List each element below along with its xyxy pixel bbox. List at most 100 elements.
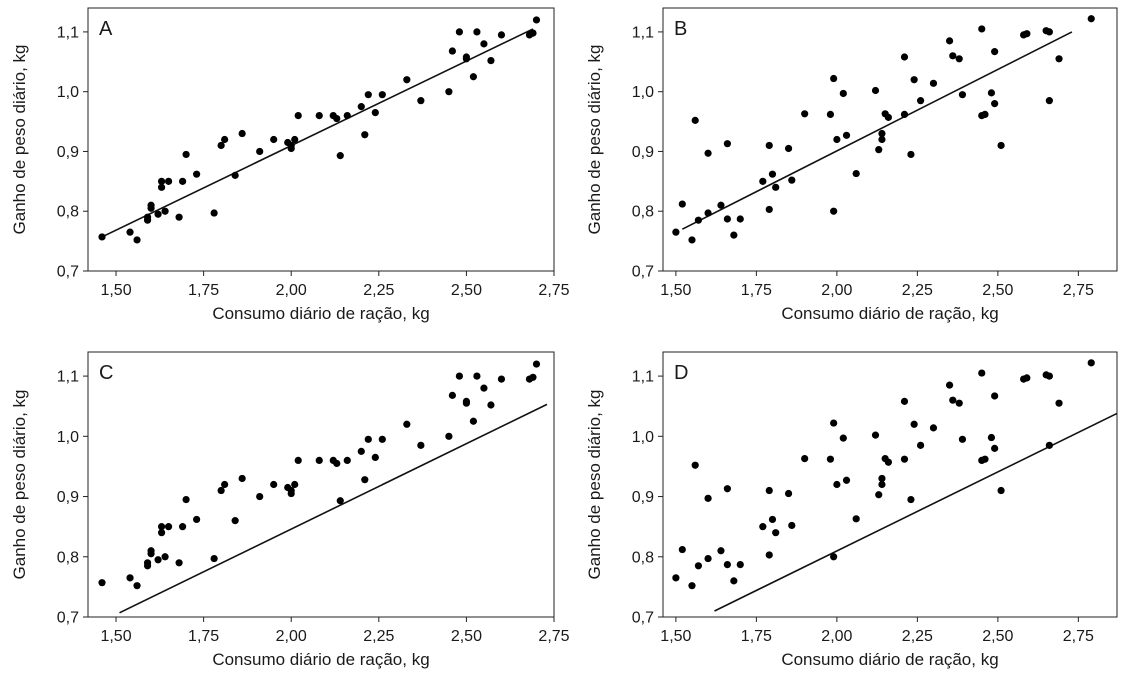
data-point: [480, 384, 488, 392]
data-point: [900, 53, 909, 61]
y-axis-title: Ganho de peso diário, kg: [10, 390, 29, 580]
data-point: [462, 53, 471, 61]
data-point: [157, 529, 166, 537]
data-point: [704, 149, 712, 157]
data-point: [157, 177, 166, 185]
data-point: [487, 401, 495, 409]
y-tick-label: 1,0: [632, 84, 654, 101]
data-point: [1055, 399, 1063, 407]
data-point: [723, 140, 731, 148]
data-point: [772, 529, 780, 537]
data-point: [469, 73, 478, 81]
data-point: [955, 399, 963, 407]
data-point: [126, 228, 134, 236]
x-tick-label: 2,00: [276, 628, 307, 645]
data-point: [759, 523, 767, 531]
plot-frame: [662, 351, 1118, 618]
y-tick-label: 1,1: [57, 24, 79, 41]
data-point: [910, 76, 918, 84]
data-point: [830, 553, 838, 561]
data-point: [210, 209, 218, 217]
data-point: [143, 559, 152, 567]
data-point: [455, 372, 463, 380]
data-point: [852, 515, 860, 523]
data-point: [147, 550, 155, 558]
data-point: [878, 474, 886, 483]
data-point: [900, 455, 909, 463]
data-point: [842, 131, 851, 139]
x-tick-label: 2,25: [363, 282, 394, 299]
data-point: [688, 582, 696, 590]
data-point: [529, 373, 537, 381]
data-point: [945, 381, 954, 389]
data-point: [678, 200, 686, 208]
data-point: [343, 111, 351, 120]
data-point: [357, 447, 365, 455]
data-point: [417, 441, 425, 449]
data-point: [704, 554, 712, 563]
data-point: [179, 523, 187, 531]
data-point: [364, 435, 372, 443]
y-tick-label: 0,7: [632, 264, 654, 281]
x-tick-label: 2,50: [982, 628, 1013, 645]
data-point: [445, 88, 453, 96]
data-point: [672, 228, 680, 236]
y-tick-label: 0,8: [57, 549, 79, 566]
data-point: [997, 486, 1005, 495]
data-point: [487, 57, 495, 65]
data-point: [294, 111, 302, 120]
y-tick-label: 1,1: [632, 369, 654, 386]
data-point: [1023, 374, 1031, 382]
data-point: [826, 455, 835, 463]
data-point: [497, 31, 506, 39]
data-point: [143, 213, 152, 221]
data-point: [694, 216, 703, 224]
y-tick-label: 0,8: [57, 204, 79, 221]
data-point: [949, 396, 957, 404]
data-point: [333, 114, 341, 123]
data-point: [688, 236, 696, 244]
x-tick-label: 2,00: [821, 628, 852, 645]
x-tick-label: 2,50: [451, 628, 482, 645]
regression-line: [714, 412, 1118, 612]
x-axis-title: Consumo diário de ração, kg: [781, 304, 998, 323]
data-point: [1023, 30, 1031, 38]
regression-line: [119, 403, 548, 614]
panel-a: 0,7 0,8 0,9 1,0 1,1 1,50 1,75 2,00 2,25 2,50 2,75 C…: [10, 7, 570, 323]
data-point: [256, 492, 264, 501]
x-tick-label: 2,25: [902, 282, 933, 299]
data-point: [730, 231, 738, 239]
x-axis-title: Consumo diário de ração, kg: [212, 304, 429, 323]
x-tick-label: 2,00: [276, 282, 307, 299]
data-point: [991, 100, 999, 108]
data-point: [958, 91, 967, 99]
data-point: [455, 28, 463, 36]
data-point: [730, 577, 738, 585]
data-point: [98, 233, 106, 241]
data-point: [133, 582, 141, 590]
data-point: [469, 417, 478, 425]
data-point: [364, 91, 372, 99]
data-point: [784, 489, 793, 498]
data-point: [765, 551, 773, 559]
data-point: [765, 141, 773, 150]
data-point: [193, 170, 201, 178]
data-point: [830, 419, 838, 427]
data-point: [878, 129, 886, 138]
data-point: [788, 176, 796, 184]
data-point: [871, 431, 880, 439]
x-tick-label: 2,50: [451, 282, 482, 299]
data-point: [1055, 55, 1063, 63]
data-point: [784, 144, 793, 153]
data-point: [217, 486, 225, 495]
y-tick-label: 1,0: [57, 84, 79, 101]
data-point: [765, 205, 773, 214]
data-point: [929, 424, 938, 432]
panel-c: 0,7 0,8 0,9 1,0 1,1 1,50 1,75 2,00 2,25 2,50 2,75 C…: [10, 351, 570, 669]
data-point: [878, 480, 886, 489]
panel-label: D: [674, 362, 688, 384]
panel-label: B: [674, 18, 687, 40]
x-tick-label: 2,25: [363, 628, 394, 645]
data-point: [403, 76, 411, 84]
data-point: [768, 170, 777, 178]
